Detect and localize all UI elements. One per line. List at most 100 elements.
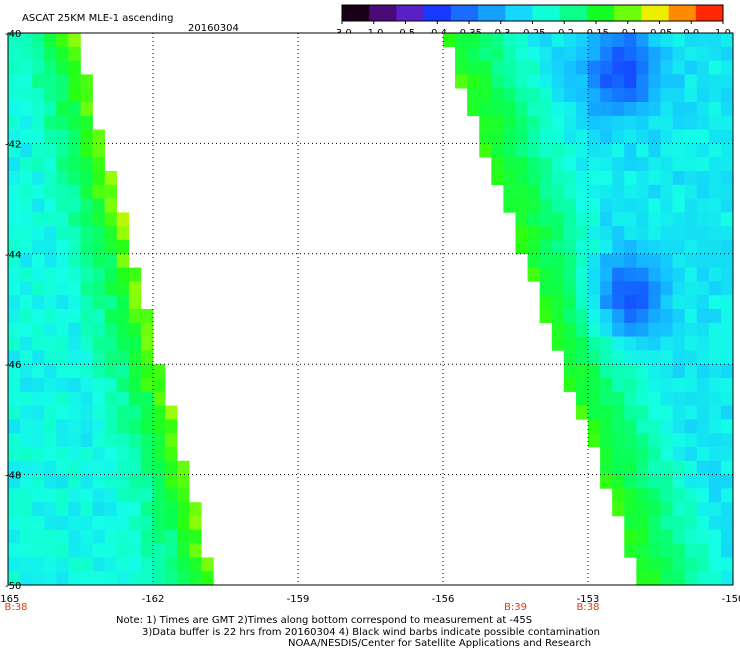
heatmap-cell (696, 378, 710, 393)
heatmap-cell (660, 433, 673, 448)
heatmap-cell (92, 143, 105, 158)
heatmap-cells (8, 33, 734, 586)
heatmap-cell (8, 364, 21, 379)
colorbar-swatch (695, 5, 724, 21)
heatmap-cell (116, 502, 130, 517)
heatmap-cell (201, 571, 214, 586)
heatmap-cell (551, 281, 565, 296)
heatmap-cell (455, 60, 468, 75)
heatmap-cell (612, 336, 625, 351)
heatmap-cell (80, 350, 93, 365)
heatmap-cell (92, 460, 105, 475)
heatmap-cell (684, 336, 698, 351)
heatmap-cell (648, 474, 661, 489)
heatmap-cell (636, 405, 649, 420)
heatmap-cell (588, 267, 601, 282)
heatmap-cell (648, 253, 661, 268)
heatmap-cell (612, 171, 625, 186)
heatmap-cell (128, 460, 142, 475)
heatmap-cell (455, 46, 468, 61)
heatmap-cell (44, 171, 57, 186)
heatmap-cell (68, 322, 81, 337)
heatmap-cell (672, 46, 685, 61)
heatmap-cell (8, 516, 21, 531)
heatmap-cell (44, 33, 57, 48)
heatmap-cell (624, 184, 637, 199)
heatmap-cell (636, 212, 649, 227)
heatmap-cell (600, 88, 613, 103)
heatmap-cell (563, 33, 577, 48)
heatmap-cell (672, 543, 685, 558)
heatmap-cell (672, 115, 685, 130)
heatmap-cell (128, 336, 142, 351)
heatmap-cell (8, 447, 21, 462)
heatmap-cell (68, 212, 81, 227)
x-tick-label: -162 (142, 594, 165, 605)
heatmap-cell (479, 74, 492, 89)
heatmap-cell (20, 253, 33, 268)
heatmap-cell (515, 74, 528, 89)
heatmap-cell (56, 129, 69, 144)
heatmap-cell (551, 143, 565, 158)
heatmap-cell (660, 88, 673, 103)
heatmap-cell (684, 226, 698, 241)
heatmap-cell (8, 102, 21, 117)
heatmap-cell (92, 184, 105, 199)
heatmap-cell (636, 378, 649, 393)
heatmap-cell (551, 46, 565, 61)
heatmap-cell (80, 253, 93, 268)
heatmap-cell (491, 74, 504, 89)
heatmap-cell (588, 226, 601, 241)
heatmap-cell (684, 460, 698, 475)
y-tick-label: -42 (5, 139, 21, 150)
heatmap-cell (455, 74, 468, 89)
heatmap-cell (575, 391, 589, 406)
heatmap-cell (696, 447, 710, 462)
heatmap-cell (575, 46, 589, 61)
heatmap-cell (128, 502, 142, 517)
heatmap-cell (20, 295, 33, 310)
heatmap-cell (648, 129, 661, 144)
heatmap-cell (539, 309, 553, 324)
heatmap-cell (8, 184, 21, 199)
heatmap-cell (624, 419, 637, 434)
heatmap-cell (44, 253, 57, 268)
heatmap-cell (672, 488, 685, 503)
heatmap-cell (128, 281, 142, 296)
heatmap-cell (104, 253, 118, 268)
heatmap-cell (648, 212, 661, 227)
heatmap-cell (153, 460, 166, 475)
heatmap-cell (503, 129, 516, 144)
heatmap-cell (636, 88, 649, 103)
heatmap-cell (720, 336, 734, 351)
heatmap-cell (128, 364, 142, 379)
heatmap-cell (720, 60, 734, 75)
heatmap-cell (672, 184, 685, 199)
heatmap-cell (684, 157, 698, 172)
heatmap-cell (660, 198, 673, 213)
heatmap-cell (575, 143, 589, 158)
heatmap-cell (80, 240, 93, 255)
heatmap-cell (612, 350, 625, 365)
heatmap-cell (696, 502, 710, 517)
heatmap-cell (600, 157, 613, 172)
heatmap-cell (575, 102, 589, 117)
heatmap-cell (636, 129, 649, 144)
heatmap-cell (104, 571, 118, 586)
heatmap-cell (92, 198, 105, 213)
heatmap-cell (636, 350, 649, 365)
heatmap-cell (551, 226, 565, 241)
heatmap-cell (32, 129, 45, 144)
heatmap-cell (20, 115, 33, 130)
heatmap-cell (116, 253, 130, 268)
heatmap-cell (92, 253, 105, 268)
heatmap-cell (189, 529, 202, 544)
heatmap-cell (672, 350, 685, 365)
heatmap-cell (92, 571, 105, 586)
heatmap-cell (588, 378, 601, 393)
heatmap-cell (44, 391, 57, 406)
heatmap-cell (104, 378, 118, 393)
heatmap-cell (612, 281, 625, 296)
heatmap-cell (672, 391, 685, 406)
heatmap-cell (116, 460, 130, 475)
